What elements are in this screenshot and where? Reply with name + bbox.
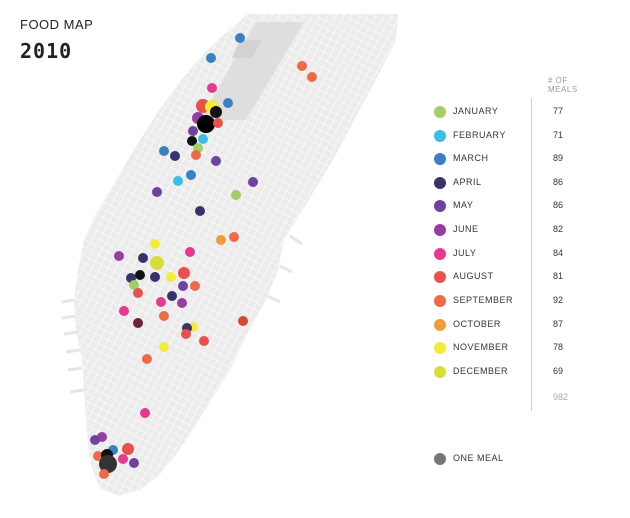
one-meal-key: ONE MEAL bbox=[434, 452, 574, 466]
count-column-header: # OF MEALS bbox=[548, 76, 588, 94]
legend-count: 87 bbox=[553, 319, 564, 329]
legend-count: 86 bbox=[553, 177, 564, 187]
map-year: 2010 bbox=[20, 39, 73, 63]
legend-dot bbox=[434, 106, 446, 118]
meal-dots bbox=[90, 33, 317, 479]
legend-dot bbox=[434, 224, 446, 236]
legend-count: 86 bbox=[553, 200, 564, 210]
legend-dot bbox=[434, 177, 446, 189]
legend-label: MAY bbox=[453, 200, 474, 210]
legend-label: FEBRUARY bbox=[453, 130, 506, 140]
legend-label: MARCH bbox=[453, 153, 489, 163]
legend-label: AUGUST bbox=[453, 271, 494, 281]
legend-count: 71 bbox=[553, 130, 564, 140]
count-header-line-1: # OF bbox=[548, 76, 568, 85]
legend-item-december: DECEMBER 69 bbox=[434, 365, 594, 379]
one-meal-label: ONE MEAL bbox=[453, 453, 504, 463]
legend-count: 77 bbox=[553, 106, 564, 116]
legend-item-january: JANUARY 77 bbox=[434, 105, 594, 119]
legend-divider bbox=[531, 98, 532, 411]
map-title: FOOD MAP bbox=[20, 17, 94, 32]
legend-dot bbox=[434, 271, 446, 283]
count-header-line-2: MEALS bbox=[548, 85, 578, 94]
legend-count: 84 bbox=[553, 248, 564, 258]
legend-count: 82 bbox=[553, 224, 564, 234]
legend-dot bbox=[434, 153, 446, 165]
legend-dot bbox=[434, 366, 446, 378]
legend-dot bbox=[434, 130, 446, 142]
legend-dot bbox=[434, 200, 446, 212]
one-meal-dot bbox=[434, 453, 446, 465]
legend-count: 78 bbox=[553, 342, 564, 352]
piers bbox=[61, 234, 303, 394]
legend-dot bbox=[434, 342, 446, 354]
legend-label: DECEMBER bbox=[453, 366, 509, 376]
legend-item-august: AUGUST 81 bbox=[434, 270, 594, 284]
legend-label: JUNE bbox=[453, 224, 479, 234]
legend-count: 92 bbox=[553, 295, 564, 305]
legend-count: 81 bbox=[553, 271, 564, 281]
central-park bbox=[200, 22, 304, 120]
legend-dot bbox=[434, 319, 446, 331]
legend-item-march: MARCH 89 bbox=[434, 152, 594, 166]
island-shape bbox=[74, 14, 398, 496]
legend-label: SEPTEMBER bbox=[453, 295, 514, 305]
legend-item-september: SEPTEMBER 92 bbox=[434, 294, 594, 308]
legend-item-october: OCTOBER 87 bbox=[434, 318, 594, 332]
legend-count: 89 bbox=[553, 153, 564, 163]
legend-count: 69 bbox=[553, 366, 564, 376]
legend-dot bbox=[434, 295, 446, 307]
legend-total: 982 bbox=[553, 392, 569, 402]
legend-label: OCTOBER bbox=[453, 319, 501, 329]
legend-label: JULY bbox=[453, 248, 477, 258]
legend-dot bbox=[434, 248, 446, 260]
legend-item-june: JUNE 82 bbox=[434, 223, 594, 237]
legend-item-november: NOVEMBER 78 bbox=[434, 341, 594, 355]
legend-item-may: MAY 86 bbox=[434, 199, 594, 213]
legend-label: JANUARY bbox=[453, 106, 499, 116]
legend-label: APRIL bbox=[453, 177, 482, 187]
legend-item-february: FEBRUARY 71 bbox=[434, 129, 594, 143]
legend-label: NOVEMBER bbox=[453, 342, 509, 352]
legend-item-april: APRIL 86 bbox=[434, 176, 594, 190]
legend-item-july: JULY 84 bbox=[434, 247, 594, 261]
